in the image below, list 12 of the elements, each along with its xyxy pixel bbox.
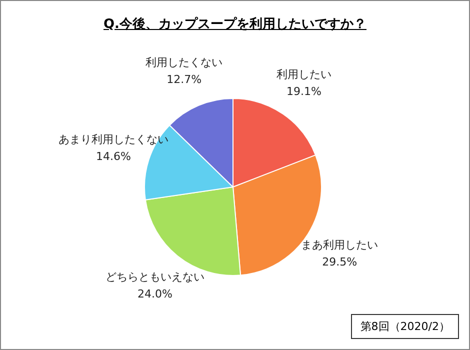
slice-label: どちらともいえない [105,270,204,284]
data-label: 14.6% [96,150,131,164]
slice-label: まあ利用したい [301,238,378,252]
data-label: 12.7% [166,73,202,86]
data-label: 29.5% [322,255,358,268]
slice-label: 利用したい [276,68,332,82]
slice-label: 利用したくない [146,56,223,70]
chart-title: Q.今後、カップスープを利用したいですか？ [102,16,368,33]
data-label: 19.1% [286,85,322,98]
slice-label: あまり利用したくない [58,133,168,146]
data-label: 24.0% [138,287,172,300]
text: 第8回（2020/2） [351,314,459,339]
